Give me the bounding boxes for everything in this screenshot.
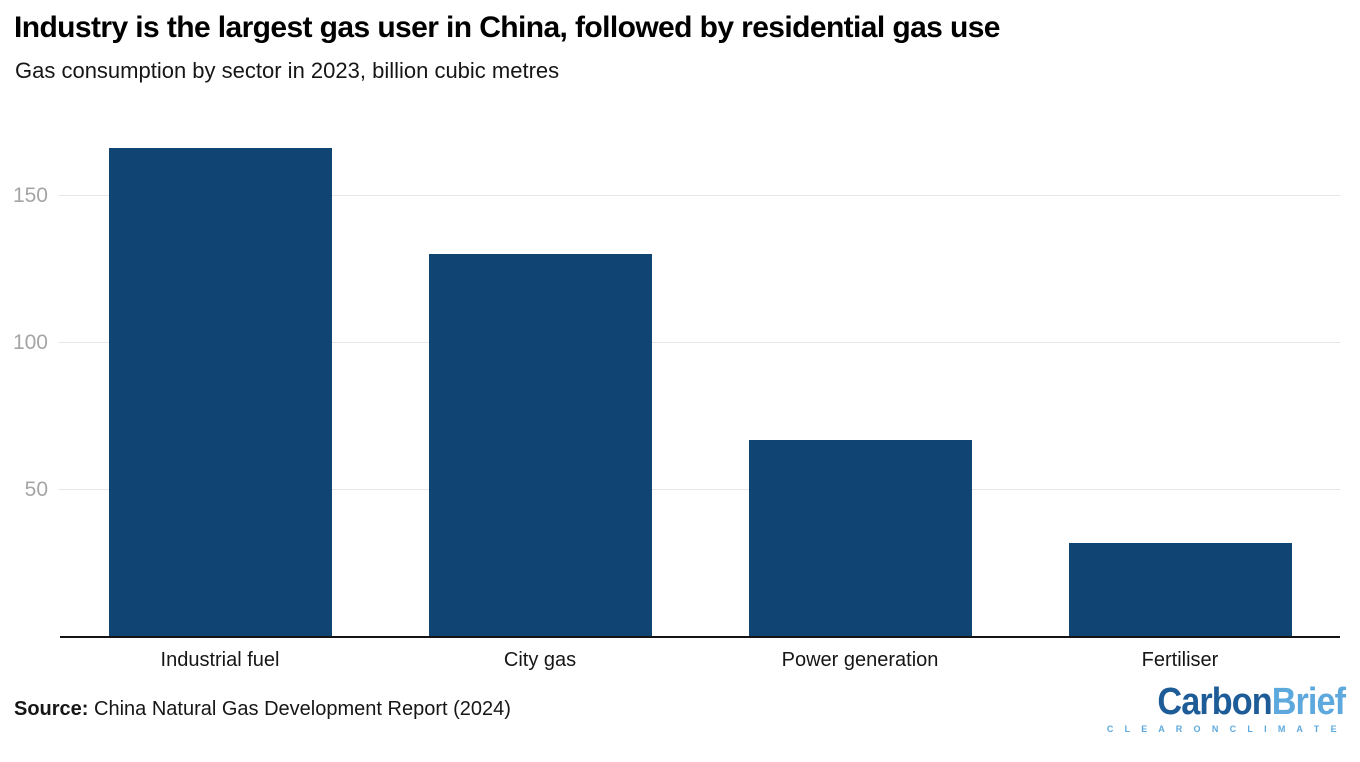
bar-band-power-generation	[700, 119, 1020, 637]
x-axis-line	[60, 636, 1340, 638]
source-note: Source: China Natural Gas Development Re…	[14, 696, 511, 722]
x-tick-label-power-generation: Power generation	[781, 649, 939, 671]
chart-title: Industry is the largest gas user in Chin…	[14, 11, 1000, 44]
gridline-150	[58, 195, 1340, 197]
y-tick-label-50: 50	[24, 477, 48, 501]
bar-series	[60, 119, 1340, 637]
y-tick-label-100: 100	[12, 330, 48, 354]
carbonbrief-logo: CarbonBrief C L E A R O N C L I M A T E	[1106, 681, 1346, 734]
chart-subtitle: Gas consumption by sector in 2023, billi…	[15, 58, 560, 83]
source-text: China Natural Gas Development Report (20…	[94, 698, 511, 720]
x-axis-labels: Industrial fuel City gas Power generation F…	[60, 648, 1340, 672]
plot-area	[58, 119, 1340, 637]
bar-power-generation	[748, 439, 972, 637]
bar-industrial-fuel	[108, 148, 332, 637]
source-label: Source:	[14, 698, 89, 720]
gridline-50	[58, 489, 1340, 491]
x-tick-label-fertiliser: Fertiliser	[1141, 649, 1219, 671]
logo-carbon-text: Carbon	[1157, 681, 1272, 723]
gridline-100	[58, 342, 1340, 344]
x-tick-label-city-gas: City gas	[503, 649, 577, 671]
y-axis: 50 100 150	[0, 119, 48, 637]
y-tick-label-150: 150	[12, 183, 48, 207]
bar-city-gas	[428, 254, 652, 637]
logo-tagline: C L E A R O N C L I M A T E	[1106, 724, 1341, 734]
bar-band-fertiliser	[1020, 119, 1340, 637]
bar-band-industrial-fuel	[60, 119, 380, 637]
logo-brief-text: Brief	[1271, 681, 1346, 723]
bar-fertiliser	[1068, 542, 1292, 637]
bar-band-city-gas	[380, 119, 700, 637]
carbonbrief-wordmark: CarbonBrief	[1131, 681, 1346, 723]
x-tick-label-industrial-fuel: Industrial fuel	[160, 649, 280, 671]
